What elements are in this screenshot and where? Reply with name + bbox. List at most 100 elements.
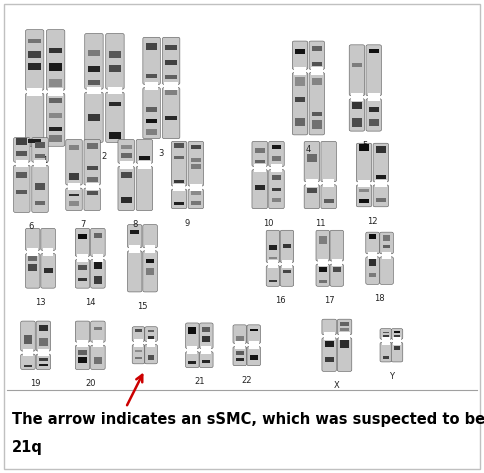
- FancyBboxPatch shape: [321, 185, 336, 209]
- Bar: [49, 79, 62, 87]
- Bar: [269, 257, 277, 260]
- Bar: [312, 120, 322, 129]
- Bar: [93, 327, 102, 330]
- Bar: [146, 268, 154, 275]
- Bar: [148, 355, 154, 360]
- Bar: [49, 63, 62, 71]
- FancyBboxPatch shape: [292, 41, 308, 70]
- FancyBboxPatch shape: [391, 342, 403, 362]
- FancyBboxPatch shape: [21, 354, 35, 369]
- Bar: [325, 341, 333, 347]
- Bar: [69, 145, 79, 149]
- Bar: [16, 172, 27, 177]
- Bar: [146, 259, 154, 263]
- Bar: [88, 114, 100, 121]
- Bar: [235, 341, 244, 349]
- FancyBboxPatch shape: [185, 323, 199, 349]
- FancyBboxPatch shape: [269, 169, 284, 209]
- Bar: [271, 164, 282, 172]
- FancyBboxPatch shape: [366, 232, 379, 254]
- Bar: [87, 87, 101, 95]
- Bar: [28, 248, 38, 256]
- Bar: [121, 172, 132, 178]
- Bar: [29, 139, 41, 143]
- FancyBboxPatch shape: [136, 140, 152, 163]
- Bar: [359, 189, 369, 192]
- Bar: [191, 190, 201, 195]
- FancyBboxPatch shape: [136, 166, 152, 210]
- Bar: [43, 248, 53, 256]
- FancyBboxPatch shape: [349, 99, 364, 131]
- FancyBboxPatch shape: [380, 232, 393, 254]
- Bar: [166, 60, 177, 65]
- Bar: [325, 357, 333, 362]
- Bar: [16, 151, 27, 157]
- Bar: [38, 349, 49, 356]
- FancyBboxPatch shape: [76, 321, 90, 342]
- FancyBboxPatch shape: [163, 37, 180, 85]
- Bar: [323, 179, 334, 187]
- Bar: [188, 327, 196, 333]
- Bar: [254, 164, 266, 172]
- Bar: [78, 278, 87, 281]
- FancyBboxPatch shape: [322, 338, 336, 371]
- Bar: [35, 183, 45, 191]
- Bar: [130, 230, 139, 234]
- FancyBboxPatch shape: [356, 185, 372, 207]
- Bar: [339, 333, 350, 340]
- FancyBboxPatch shape: [380, 342, 392, 362]
- FancyBboxPatch shape: [163, 88, 180, 139]
- Bar: [383, 332, 389, 333]
- FancyBboxPatch shape: [143, 37, 160, 85]
- Bar: [69, 174, 79, 180]
- Bar: [191, 145, 201, 149]
- Bar: [29, 39, 41, 44]
- FancyBboxPatch shape: [309, 72, 325, 135]
- Text: 7: 7: [80, 220, 86, 229]
- Bar: [49, 48, 62, 53]
- Bar: [236, 351, 243, 355]
- Bar: [255, 160, 265, 163]
- Bar: [190, 184, 202, 192]
- Bar: [39, 358, 48, 361]
- Bar: [269, 245, 277, 250]
- Bar: [78, 234, 87, 239]
- Bar: [92, 254, 103, 262]
- Bar: [93, 276, 102, 284]
- Bar: [272, 145, 281, 149]
- Bar: [319, 280, 327, 283]
- Text: 16: 16: [274, 296, 285, 305]
- FancyBboxPatch shape: [199, 351, 213, 368]
- Bar: [187, 346, 197, 354]
- FancyBboxPatch shape: [36, 354, 51, 369]
- Bar: [282, 260, 292, 268]
- Bar: [166, 116, 177, 120]
- Bar: [88, 80, 100, 85]
- Bar: [283, 271, 291, 273]
- Bar: [49, 113, 62, 118]
- FancyBboxPatch shape: [266, 266, 280, 286]
- Bar: [201, 346, 211, 354]
- Bar: [393, 337, 401, 345]
- Bar: [382, 252, 392, 259]
- Bar: [272, 198, 281, 202]
- Bar: [318, 259, 328, 266]
- FancyBboxPatch shape: [76, 345, 90, 369]
- Bar: [352, 63, 362, 67]
- Text: 9: 9: [185, 219, 190, 228]
- FancyBboxPatch shape: [91, 321, 105, 342]
- Bar: [376, 175, 386, 179]
- FancyBboxPatch shape: [91, 260, 105, 288]
- Bar: [202, 336, 210, 342]
- Bar: [93, 233, 102, 238]
- FancyBboxPatch shape: [85, 92, 103, 142]
- Bar: [272, 175, 281, 180]
- Bar: [236, 358, 243, 361]
- Bar: [77, 254, 88, 262]
- Text: 6: 6: [28, 222, 33, 231]
- FancyBboxPatch shape: [26, 93, 44, 146]
- FancyBboxPatch shape: [337, 319, 352, 335]
- FancyBboxPatch shape: [252, 169, 268, 209]
- Bar: [108, 51, 121, 58]
- FancyBboxPatch shape: [366, 45, 381, 96]
